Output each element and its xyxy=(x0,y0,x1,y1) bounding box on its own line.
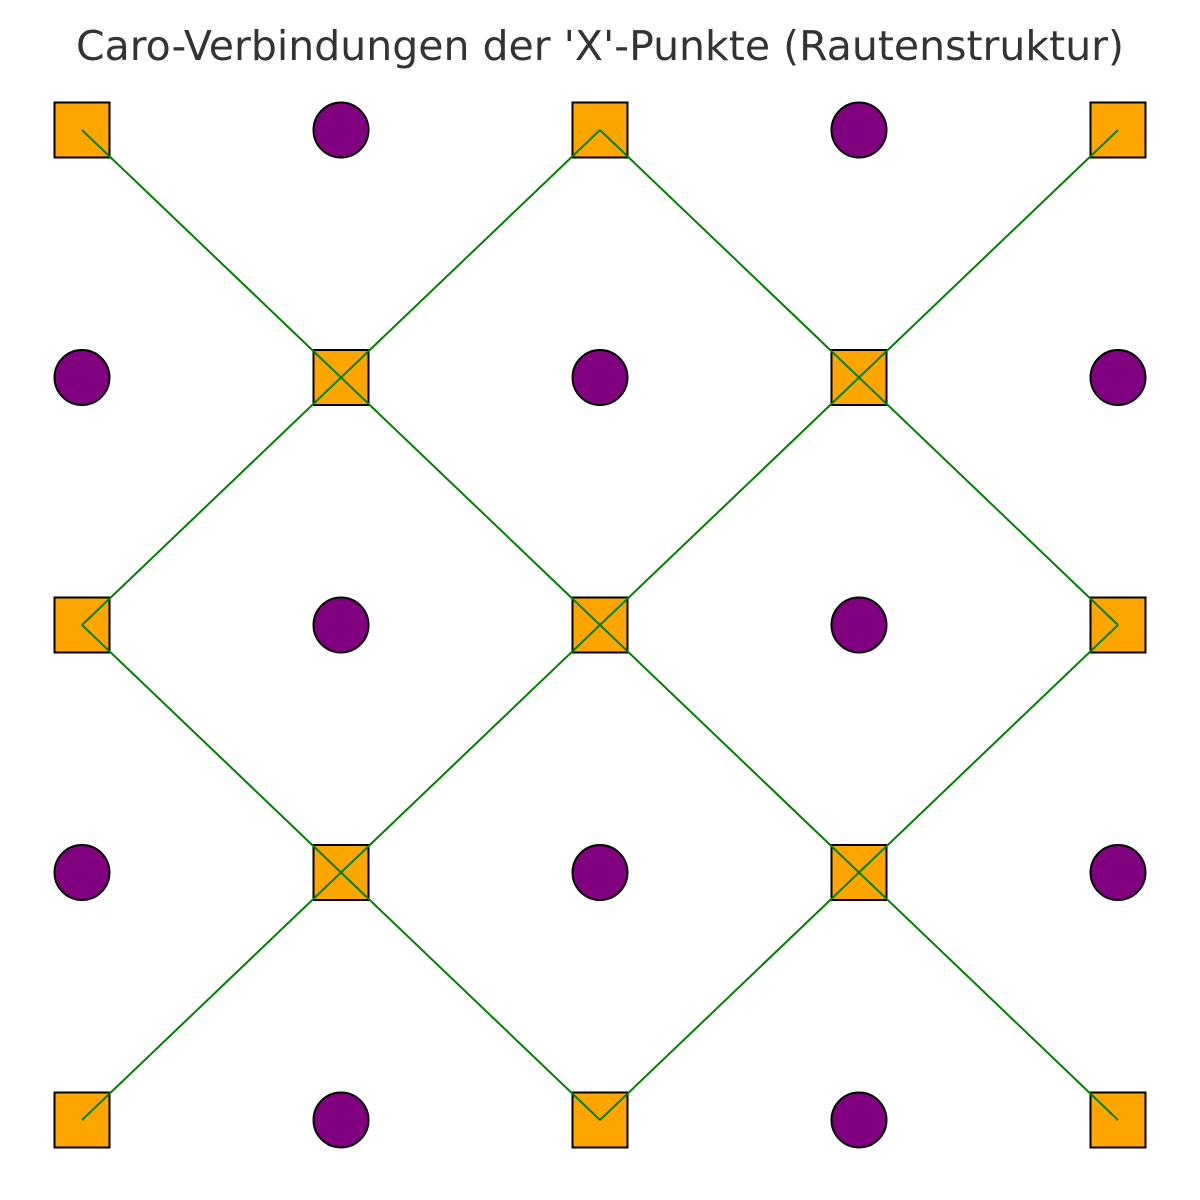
o-point-circle-2 xyxy=(53,349,111,406)
connection-line-15 xyxy=(858,871,1119,1121)
connection-line-5 xyxy=(340,376,601,626)
connection-line-11 xyxy=(858,624,1119,874)
connection-line-1 xyxy=(340,129,601,379)
connection-line-9 xyxy=(340,624,601,874)
connection-line-0 xyxy=(81,129,342,379)
o-point-circle-8 xyxy=(571,844,629,901)
o-point-circle-1 xyxy=(830,101,888,159)
o-point-circle-7 xyxy=(53,844,111,901)
connection-line-4 xyxy=(81,376,342,626)
connections-layer xyxy=(81,129,1119,1121)
connection-line-10 xyxy=(599,624,860,874)
o-point-circle-11 xyxy=(830,1091,888,1149)
connection-line-7 xyxy=(858,376,1119,626)
diagram-title: Caro-Verbindungen der 'X'-Punkte (Rauten… xyxy=(75,22,1125,70)
connection-line-8 xyxy=(81,624,342,874)
o-point-circle-10 xyxy=(312,1091,370,1149)
connection-line-6 xyxy=(599,376,860,626)
o-point-circle-4 xyxy=(1089,349,1147,406)
connection-line-14 xyxy=(599,871,860,1121)
connection-line-3 xyxy=(858,129,1119,379)
connection-line-2 xyxy=(599,129,860,379)
o-point-circle-9 xyxy=(1089,844,1147,901)
connection-line-13 xyxy=(340,871,601,1121)
o-point-circle-5 xyxy=(312,596,370,654)
connection-line-12 xyxy=(81,871,342,1121)
o-point-circle-0 xyxy=(312,101,370,159)
o-point-circle-6 xyxy=(830,596,888,654)
o-point-circle-3 xyxy=(571,349,629,406)
